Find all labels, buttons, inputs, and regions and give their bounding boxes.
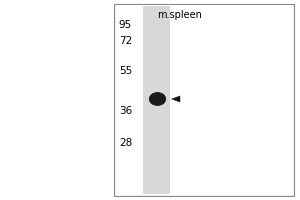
- Bar: [142, 6, 170, 194]
- Text: 36: 36: [119, 106, 132, 116]
- Text: 72: 72: [119, 36, 132, 46]
- Polygon shape: [172, 96, 180, 102]
- Text: m.spleen: m.spleen: [158, 10, 202, 20]
- Text: 55: 55: [119, 66, 132, 76]
- Bar: [114, 4, 294, 196]
- Ellipse shape: [149, 92, 166, 106]
- Bar: [116, 5, 292, 195]
- Text: 28: 28: [119, 138, 132, 148]
- Text: 95: 95: [119, 20, 132, 30]
